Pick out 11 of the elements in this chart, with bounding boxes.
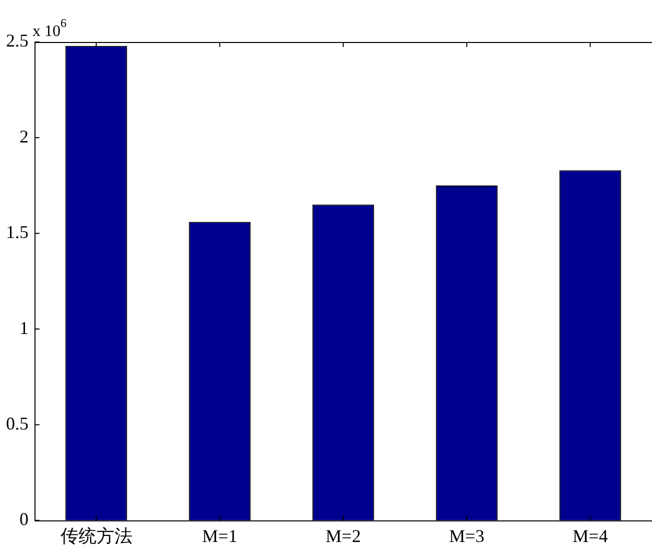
y-tick-label: 0 bbox=[20, 509, 28, 530]
x-tick-label: M=2 bbox=[326, 526, 361, 546]
x-tick-label: 传统方法 bbox=[60, 526, 132, 546]
x-tick-label: M=1 bbox=[202, 526, 238, 546]
x-tick-label: M=3 bbox=[449, 526, 484, 546]
y-tick-label: 1 bbox=[20, 318, 28, 338]
y-tick-label: 0.5 bbox=[6, 413, 28, 434]
y-tick-label: 1.5 bbox=[6, 222, 28, 242]
y-tick-label: 2.5 bbox=[6, 30, 28, 51]
x-tick-label: M=4 bbox=[572, 526, 608, 546]
y-tick-label: 2 bbox=[20, 126, 28, 146]
